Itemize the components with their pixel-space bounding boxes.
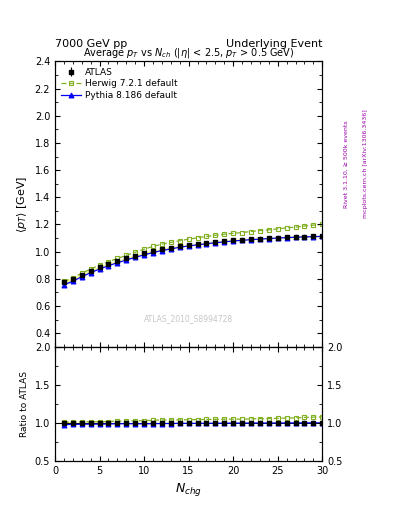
Herwig 7.2.1 default xyxy=(195,234,200,241)
Herwig 7.2.1 default xyxy=(257,227,262,233)
Pythia 8.186 default xyxy=(320,233,325,240)
Pythia 8.186 default xyxy=(97,266,102,272)
Herwig 7.2.1 default xyxy=(249,228,253,234)
Pythia 8.186 default xyxy=(133,254,138,261)
Pythia 8.186 default xyxy=(124,257,129,263)
Pythia 8.186 default xyxy=(186,243,191,249)
Line: Pythia 8.186 default: Pythia 8.186 default xyxy=(61,234,325,287)
Pythia 8.186 default xyxy=(293,234,298,240)
Pythia 8.186 default xyxy=(249,237,253,243)
Pythia 8.186 default xyxy=(222,239,227,245)
Text: mcplots.cern.ch [arXiv:1306.3436]: mcplots.cern.ch [arXiv:1306.3436] xyxy=(363,110,368,218)
Herwig 7.2.1 default xyxy=(320,221,325,227)
Pythia 8.186 default xyxy=(266,236,271,242)
Pythia 8.186 default xyxy=(142,252,147,258)
Herwig 7.2.1 default xyxy=(115,255,120,262)
Text: Rivet 3.1.10, ≥ 500k events: Rivet 3.1.10, ≥ 500k events xyxy=(343,120,348,208)
Herwig 7.2.1 default xyxy=(88,266,93,272)
Pythia 8.186 default xyxy=(169,246,173,252)
Pythia 8.186 default xyxy=(257,236,262,242)
Pythia 8.186 default xyxy=(231,238,235,244)
Herwig 7.2.1 default xyxy=(275,226,280,232)
Herwig 7.2.1 default xyxy=(231,230,235,237)
Herwig 7.2.1 default xyxy=(293,224,298,230)
Pythia 8.186 default xyxy=(177,244,182,250)
Herwig 7.2.1 default xyxy=(79,270,84,276)
Y-axis label: $\langle p_T \rangle$ [GeV]: $\langle p_T \rangle$ [GeV] xyxy=(15,176,29,232)
Pythia 8.186 default xyxy=(195,242,200,248)
Herwig 7.2.1 default xyxy=(240,229,244,236)
X-axis label: $N_{chg}$: $N_{chg}$ xyxy=(175,481,202,498)
Legend: ATLAS, Herwig 7.2.1 default, Pythia 8.186 default: ATLAS, Herwig 7.2.1 default, Pythia 8.18… xyxy=(59,66,179,102)
Herwig 7.2.1 default xyxy=(169,239,173,245)
Pythia 8.186 default xyxy=(70,278,75,284)
Pythia 8.186 default xyxy=(62,282,66,288)
Title: Average $p_T$ vs $N_{ch}$ ($|\eta|$ < 2.5, $p_T$ > 0.5 GeV): Average $p_T$ vs $N_{ch}$ ($|\eta|$ < 2.… xyxy=(83,47,294,60)
Herwig 7.2.1 default xyxy=(151,243,155,249)
Herwig 7.2.1 default xyxy=(70,274,75,281)
Pythia 8.186 default xyxy=(106,263,111,269)
Herwig 7.2.1 default xyxy=(177,238,182,244)
Herwig 7.2.1 default xyxy=(302,223,307,229)
Herwig 7.2.1 default xyxy=(106,259,111,265)
Pythia 8.186 default xyxy=(79,274,84,280)
Text: ATLAS_2010_S8994728: ATLAS_2010_S8994728 xyxy=(144,314,233,323)
Pythia 8.186 default xyxy=(284,234,289,241)
Herwig 7.2.1 default xyxy=(284,225,289,231)
Pythia 8.186 default xyxy=(115,260,120,266)
Herwig 7.2.1 default xyxy=(160,241,164,247)
Pythia 8.186 default xyxy=(275,235,280,241)
Pythia 8.186 default xyxy=(88,270,93,276)
Herwig 7.2.1 default xyxy=(186,236,191,242)
Herwig 7.2.1 default xyxy=(97,262,102,268)
Herwig 7.2.1 default xyxy=(266,227,271,233)
Text: Underlying Event: Underlying Event xyxy=(226,38,322,49)
Herwig 7.2.1 default xyxy=(222,231,227,237)
Herwig 7.2.1 default xyxy=(124,252,129,259)
Herwig 7.2.1 default xyxy=(311,222,316,228)
Herwig 7.2.1 default xyxy=(204,233,209,240)
Line: Herwig 7.2.1 default: Herwig 7.2.1 default xyxy=(61,222,325,284)
Pythia 8.186 default xyxy=(151,249,155,255)
Herwig 7.2.1 default xyxy=(133,249,138,255)
Herwig 7.2.1 default xyxy=(213,232,218,239)
Pythia 8.186 default xyxy=(204,241,209,247)
Pythia 8.186 default xyxy=(160,247,164,253)
Herwig 7.2.1 default xyxy=(62,279,66,285)
Y-axis label: Ratio to ATLAS: Ratio to ATLAS xyxy=(20,371,29,437)
Text: 7000 GeV pp: 7000 GeV pp xyxy=(55,38,127,49)
Herwig 7.2.1 default xyxy=(142,246,147,252)
Pythia 8.186 default xyxy=(213,240,218,246)
Pythia 8.186 default xyxy=(240,237,244,243)
Pythia 8.186 default xyxy=(311,233,316,240)
Pythia 8.186 default xyxy=(302,234,307,240)
